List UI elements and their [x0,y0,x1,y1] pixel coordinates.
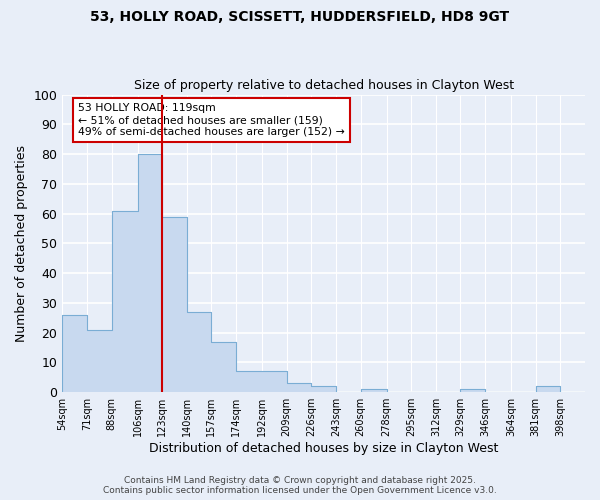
Text: Contains HM Land Registry data © Crown copyright and database right 2025.
Contai: Contains HM Land Registry data © Crown c… [103,476,497,495]
Text: 53 HOLLY ROAD: 119sqm
← 51% of detached houses are smaller (159)
49% of semi-det: 53 HOLLY ROAD: 119sqm ← 51% of detached … [78,104,345,136]
Title: Size of property relative to detached houses in Clayton West: Size of property relative to detached ho… [134,79,514,92]
X-axis label: Distribution of detached houses by size in Clayton West: Distribution of detached houses by size … [149,442,499,455]
Text: 53, HOLLY ROAD, SCISSETT, HUDDERSFIELD, HD8 9GT: 53, HOLLY ROAD, SCISSETT, HUDDERSFIELD, … [91,10,509,24]
Y-axis label: Number of detached properties: Number of detached properties [15,145,28,342]
